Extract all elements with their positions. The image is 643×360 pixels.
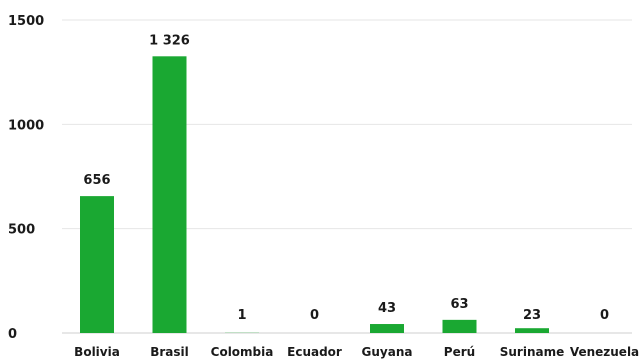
y-axis-tick-labels: 0 500 1000 1500 — [8, 14, 44, 342]
data-label: 0 — [600, 308, 609, 323]
data-label: 0 — [310, 308, 319, 323]
category-label: Colombia — [211, 345, 274, 359]
data-label: 63 — [450, 297, 468, 312]
bars — [80, 56, 549, 334]
data-label: 656 — [83, 173, 110, 188]
data-labels: 656 1 326 1 0 43 63 23 0 — [83, 33, 609, 323]
data-label: 1 326 — [149, 33, 190, 48]
category-label: Venezuela — [570, 345, 639, 359]
x-axis-category-labels: Bolivia Brasil Colombia Ecuador Guyana Perú Su… — [74, 345, 639, 359]
bar-perú — [442, 319, 477, 333]
gridlines — [62, 19, 632, 334]
bar-brasil — [152, 56, 187, 334]
category-label: Perú — [444, 345, 475, 359]
category-label: Bolivia — [74, 345, 120, 359]
category-label: Ecuador — [287, 345, 342, 359]
category-label: Guyana — [362, 345, 413, 359]
bar-suriname — [515, 328, 549, 333]
y-tick-label: 1000 — [8, 118, 44, 133]
data-label: 23 — [523, 308, 541, 323]
data-label: 1 — [237, 308, 246, 323]
bar-guyana — [370, 324, 404, 333]
category-label: Brasil — [150, 345, 189, 359]
data-label: 43 — [378, 301, 396, 316]
y-tick-label: 1500 — [8, 14, 44, 29]
bar-bolivia — [80, 196, 114, 333]
y-tick-label: 500 — [8, 223, 35, 238]
category-label: Suriname — [500, 345, 565, 359]
y-tick-label: 0 — [8, 327, 17, 342]
